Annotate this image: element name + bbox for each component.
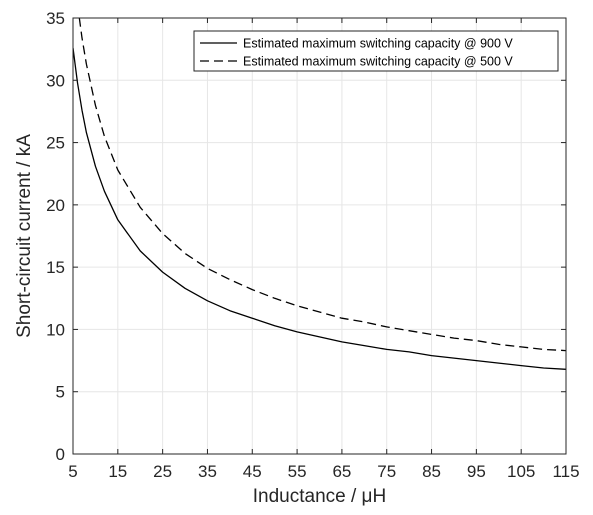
x-tick-label: 115 [552, 462, 579, 481]
y-tick-label: 30 [46, 71, 65, 90]
x-tick-label: 75 [377, 462, 396, 481]
x-tick-label: 45 [243, 462, 262, 481]
x-tick-label: 15 [108, 462, 127, 481]
plot-lines [73, 18, 566, 370]
plot-frame [72, 17, 567, 455]
legend-label-500v: Estimated maximum switching capacity @ 5… [243, 55, 513, 69]
x-tick-label: 5 [68, 462, 77, 481]
series-line-0 [73, 47, 566, 370]
legend-box [193, 30, 559, 72]
x-tick-label: 35 [198, 462, 217, 481]
x-tick-label: 55 [288, 462, 307, 481]
y-tick-labels: 0 5 10 15 20 25 30 35 [46, 9, 65, 464]
x-axis-label: Inductance / μH [253, 486, 386, 507]
y-tick-label: 20 [46, 196, 65, 215]
x-tick-label: 105 [507, 462, 535, 481]
y-axis-label: Short-circuit current / kA [14, 134, 35, 338]
legend: Estimated maximum switching capacity @ 9… [193, 30, 559, 72]
ticks [72, 17, 567, 455]
y-tick-label: 15 [46, 258, 65, 277]
y-tick-label: 5 [56, 383, 65, 402]
x-tick-label: 95 [467, 462, 486, 481]
series-line-1 [73, 18, 566, 352]
y-tick-label: 35 [46, 9, 65, 28]
x-tick-label: 85 [422, 462, 441, 481]
y-tick-label: 25 [46, 134, 65, 153]
y-tick-label: 10 [46, 320, 65, 339]
x-tick-labels: 5 15 25 35 45 55 65 75 85 95 105 115 [68, 462, 579, 481]
x-tick-label: 25 [153, 462, 172, 481]
x-tick-label: 65 [332, 462, 351, 481]
y-tick-label: 0 [56, 445, 65, 464]
legend-label-900v: Estimated maximum switching capacity @ 9… [243, 37, 513, 51]
